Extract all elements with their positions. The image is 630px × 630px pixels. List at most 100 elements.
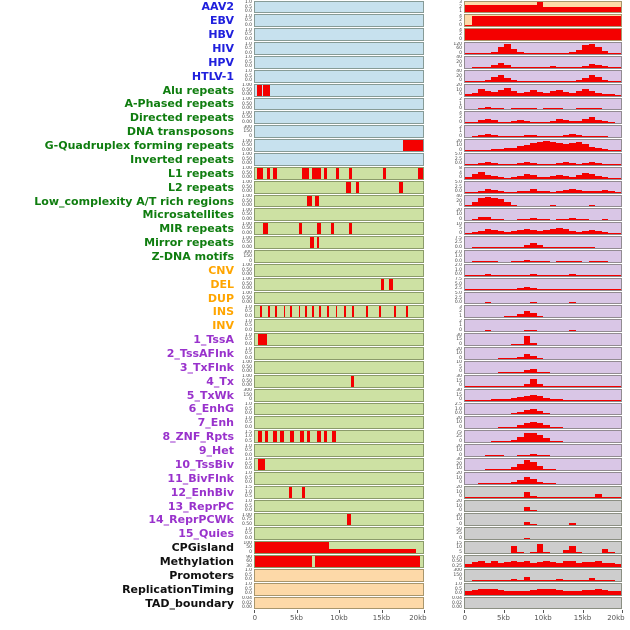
signal-profile xyxy=(465,293,621,304)
profile-bar xyxy=(601,136,608,138)
y-axis-tick-label: 0.0 xyxy=(244,411,252,416)
y-axis-ticks: 20 10 0 xyxy=(448,208,464,222)
y-axis-tick-label: 0.00 xyxy=(241,216,252,222)
y-axis-tick-label: 0.5 xyxy=(244,46,252,52)
profile-bar xyxy=(530,29,537,41)
profile-bar xyxy=(484,66,491,68)
profile-bar xyxy=(582,247,589,249)
profile-bar xyxy=(517,455,524,456)
profile-bar xyxy=(504,441,511,443)
signal-profile xyxy=(465,348,621,359)
right-track-panel xyxy=(464,333,622,347)
track-label: EBV xyxy=(210,14,234,28)
signal-profile xyxy=(465,501,621,512)
y-axis-tick-label: 0 xyxy=(459,327,462,333)
signal-profile xyxy=(465,417,621,429)
profile-bar xyxy=(582,590,589,595)
panel-gap xyxy=(424,347,448,361)
profile-bar xyxy=(523,91,530,96)
profile-bar xyxy=(562,189,569,193)
data-mark xyxy=(283,306,286,318)
data-mark xyxy=(381,278,385,290)
y-axis-tick-label: 2.0 xyxy=(454,249,462,255)
right-track-panel xyxy=(464,416,622,430)
profile-bar xyxy=(562,108,569,110)
profile-bar xyxy=(543,29,550,41)
y-axis-tick-label: 0 xyxy=(459,133,462,139)
y-axis-ticks: 1.5 1.0 0.5 xyxy=(238,430,254,444)
left-track-panel xyxy=(254,471,424,485)
right-track-panel xyxy=(464,374,622,388)
profile-bar xyxy=(562,7,569,13)
profile-bar xyxy=(530,163,537,165)
profile-bar xyxy=(491,274,498,276)
profile-bar xyxy=(549,120,556,124)
profile-bar xyxy=(530,421,537,429)
profile-bar xyxy=(575,246,582,249)
profile-bar xyxy=(510,386,517,387)
data-mark xyxy=(298,306,301,318)
profile-bar xyxy=(497,89,504,96)
y-axis-ticks: 300 150 0 xyxy=(238,125,254,139)
profile-bar xyxy=(517,288,524,290)
y-axis-tick-label: 0.50 xyxy=(241,143,252,149)
profile-bar xyxy=(497,198,504,207)
y-axis-tick-label: 4 xyxy=(459,13,462,19)
profile-bar xyxy=(517,205,524,207)
y-axis-tick-label: 1.0 xyxy=(244,13,252,19)
right-track-panel xyxy=(464,430,622,444)
data-mark xyxy=(298,223,303,235)
y-axis-tick-label: 0.0 xyxy=(244,480,252,486)
signal-profile xyxy=(465,112,621,124)
y-axis-ticks: 1.00 0.50 0.00 xyxy=(238,277,254,291)
profile-bar xyxy=(556,219,563,221)
profile-bar xyxy=(530,142,537,151)
y-axis-tick-label: 0.0 xyxy=(244,577,252,583)
profile-bar xyxy=(510,261,517,262)
profile-bar xyxy=(530,134,537,138)
profile-bar xyxy=(530,408,537,415)
profile-bar xyxy=(575,142,582,151)
profile-bar xyxy=(517,538,524,540)
profile-bar xyxy=(517,463,524,470)
y-axis-tick-label: 1.00 xyxy=(241,291,252,297)
y-axis-tick-label: 1.0 xyxy=(454,267,462,273)
profile-bar xyxy=(530,108,537,110)
profile-bar xyxy=(478,67,485,68)
profile-bar xyxy=(601,176,608,179)
profile-bar xyxy=(530,274,537,276)
profile-bar xyxy=(588,146,595,151)
track-label: Methylation xyxy=(159,554,234,568)
profile-bar xyxy=(530,205,537,207)
profile-bar xyxy=(588,562,595,567)
profile-bar xyxy=(569,218,576,221)
profile-bar xyxy=(562,144,569,151)
profile-bar xyxy=(497,358,504,359)
profile-bar xyxy=(530,229,537,235)
y-axis-ticks: 1.0 0.5 0.0 xyxy=(238,55,254,69)
track-label: 2_TssAFlnk xyxy=(166,347,234,361)
profile-bar xyxy=(504,386,511,387)
y-axis-tick-label: 5.0 xyxy=(454,152,462,158)
panel-gap xyxy=(424,194,448,208)
y-axis-tick-label: 300 xyxy=(453,568,462,574)
profile-bar xyxy=(478,89,485,96)
profile-bar xyxy=(575,552,582,554)
data-mark xyxy=(273,167,277,179)
data-mark xyxy=(382,167,387,179)
signal-profile xyxy=(465,57,621,68)
profile-bar xyxy=(543,560,550,567)
profile-bar xyxy=(562,135,569,138)
profile-bar xyxy=(556,563,563,567)
track-row: 14_ReprPCWk 1.00 0.75 0.50 20 10 0 xyxy=(0,513,630,527)
profile-bar xyxy=(543,385,550,387)
track-row: Directed repeats 1.00 0.50 0.00 4 2 0 xyxy=(0,111,630,125)
profile-bar xyxy=(582,15,589,27)
signal-profile xyxy=(465,154,621,165)
track-row: Inverted repeats 1.00 0.50 0.00 5.0 2.5 0.0 xyxy=(0,152,630,166)
y-axis-tick-label: 5.0 xyxy=(454,281,462,287)
right-track-panel xyxy=(464,347,622,360)
